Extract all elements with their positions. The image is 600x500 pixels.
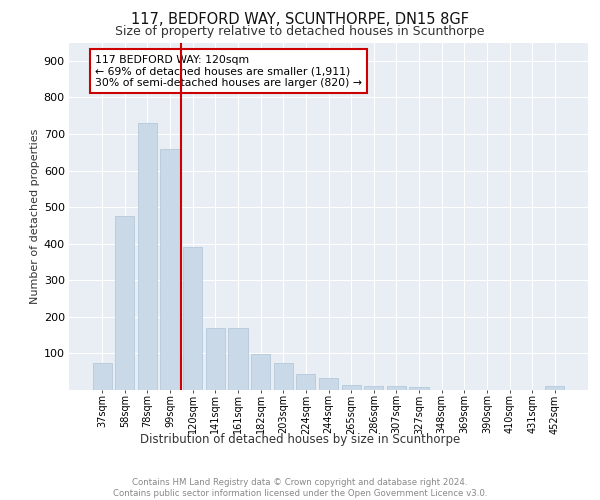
Bar [545,386,565,390]
Bar [183,248,202,390]
Bar [319,378,338,390]
Bar [229,328,248,390]
Bar [364,386,383,390]
Text: Size of property relative to detached houses in Scunthorpe: Size of property relative to detached ho… [115,25,485,38]
Bar [274,362,293,390]
Bar [341,384,361,390]
Text: Distribution of detached houses by size in Scunthorpe: Distribution of detached houses by size … [140,432,460,446]
Bar [115,216,134,390]
Y-axis label: Number of detached properties: Number of detached properties [29,128,40,304]
Bar [138,123,157,390]
Bar [92,362,112,390]
Bar [409,387,428,390]
Text: Contains HM Land Registry data © Crown copyright and database right 2024.
Contai: Contains HM Land Registry data © Crown c… [113,478,487,498]
Bar [387,386,406,390]
Bar [296,374,316,390]
Bar [206,328,225,390]
Text: 117 BEDFORD WAY: 120sqm
← 69% of detached houses are smaller (1,911)
30% of semi: 117 BEDFORD WAY: 120sqm ← 69% of detache… [95,54,362,88]
Text: 117, BEDFORD WAY, SCUNTHORPE, DN15 8GF: 117, BEDFORD WAY, SCUNTHORPE, DN15 8GF [131,12,469,28]
Bar [251,354,270,390]
Bar [160,150,180,390]
